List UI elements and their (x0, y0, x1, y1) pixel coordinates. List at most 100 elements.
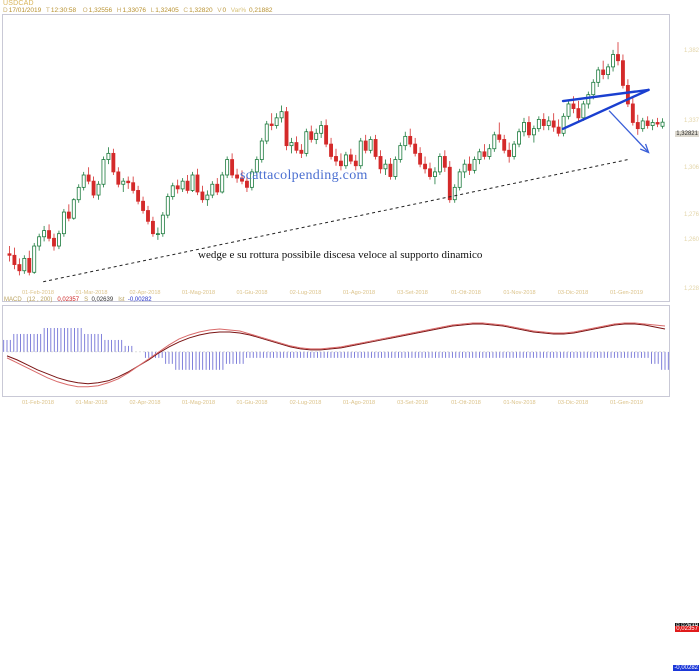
macd-params: (12 , 200) (26, 297, 53, 303)
candle-body (200, 191, 205, 201)
candle-body (581, 103, 586, 119)
macd-name: MACD (4, 297, 22, 303)
macd-value: 0,02357 (57, 297, 80, 303)
chart-header: USDCAD D17/01/2019 T12:30:58 O1,32556 H1… (0, 0, 700, 15)
candle-body (230, 159, 235, 176)
macd-hist-value-badge[interactable]: -0,00282 (673, 665, 699, 671)
date-axis-label: 01-Gen-2019 (610, 400, 643, 406)
price-axis-label: 1,382 (683, 48, 699, 55)
candle-body (274, 117, 279, 126)
candle-body (225, 159, 230, 176)
candle-body (96, 183, 101, 196)
date-axis-label: 03-Set-2018 (397, 400, 428, 406)
date-axis-label: 01-Nov-2018 (503, 400, 536, 406)
price-axis[interactable]: 1,382 1,337 1,306 1,276 1,260 1,228 1,32821 (670, 14, 700, 302)
candle-body (413, 143, 418, 154)
candle-body (477, 151, 482, 160)
candle-body (576, 108, 581, 119)
candle-body (517, 131, 521, 145)
candle-body (625, 85, 630, 105)
candle-body (121, 180, 126, 185)
wedge-upper-line (561, 88, 650, 103)
date-axis-label: 01-Mag-2018 (181, 400, 216, 406)
symbol-label: USDCAD (3, 0, 34, 7)
candle-body (611, 54, 615, 68)
candle-body (566, 103, 571, 117)
close-label: C (183, 7, 189, 14)
candle-body (235, 174, 239, 179)
candle-body (71, 199, 76, 219)
candle-body (403, 135, 408, 147)
var-label: Var% (230, 7, 247, 14)
date-axis-label: 02-Lug-2018 (289, 290, 322, 296)
candle-body (146, 210, 150, 222)
candle-body (423, 163, 427, 170)
date-axis-label: 02-Apr-2018 (129, 290, 161, 296)
candle-body (437, 156, 442, 173)
price-axis-label: 1,337 (683, 117, 699, 124)
candle-body (141, 200, 145, 211)
date-axis-label: 01-Feb-2018 (21, 290, 55, 296)
date-axis-label: 01-Giu-2018 (236, 400, 268, 406)
price-axis-label: 1,260 (683, 236, 699, 243)
candle-body (91, 180, 96, 196)
analysis-note: wedge e su rottura possibile discesa vel… (198, 249, 483, 261)
candle-body (47, 230, 51, 239)
candle-body (393, 159, 398, 177)
date-label: D (3, 7, 8, 14)
current-price-label[interactable]: 1,32821 (675, 131, 699, 138)
macd-legend: MACD (12 , 200) 0,02357 S 0,02639 Ist -0… (4, 297, 152, 303)
candle-body (66, 211, 71, 219)
candle-body (378, 156, 383, 170)
candle-body (136, 190, 141, 202)
date-axis-label: 01-Ott-2018 (451, 400, 481, 406)
candle-body (210, 183, 215, 196)
watermark: scattacolpending.com (240, 168, 368, 183)
candle-body (81, 174, 86, 188)
candle-body (512, 143, 517, 157)
candle-body (339, 160, 343, 167)
candle-body (116, 171, 121, 185)
candle-body (571, 103, 576, 109)
candle-body (319, 125, 324, 134)
macd-axis[interactable]: 0,026390,02357-0,00282 (670, 305, 700, 671)
candle-body (160, 214, 165, 235)
candle-body (185, 180, 190, 191)
candle-body (175, 185, 180, 190)
candle-body (363, 140, 368, 151)
macd-line-signal (6, 322, 666, 388)
volume-label: V (217, 7, 222, 14)
macd-line-macd (6, 323, 666, 385)
candle-body (596, 69, 601, 83)
candle-body (640, 120, 645, 130)
candle-body (546, 120, 551, 126)
candle-body (353, 160, 358, 167)
wedge-lower-line (561, 88, 650, 131)
candle-body (101, 159, 106, 185)
high-label: H (116, 7, 122, 14)
date-axis-label: 01-Mar-2018 (75, 400, 108, 406)
candle-body (616, 54, 620, 62)
candle-body (368, 139, 373, 151)
low-label: L (150, 7, 155, 14)
candle-body (398, 145, 403, 160)
candle-body (245, 180, 249, 188)
candle-body (215, 183, 220, 193)
macd-panel[interactable] (2, 305, 670, 397)
candle-body (482, 151, 487, 157)
candle-body (195, 174, 200, 193)
candle-body (126, 180, 131, 184)
candle-body (269, 123, 274, 126)
macd-value-badge[interactable]: 0,02357 (675, 626, 699, 633)
candle-body (27, 257, 32, 273)
candle-body (660, 121, 665, 127)
candle-body (418, 152, 423, 165)
high-value: 1,33076 (122, 7, 146, 14)
candle-body (388, 163, 393, 177)
price-chart-panel[interactable] (2, 14, 670, 302)
candle-body (180, 180, 185, 190)
candle-body (190, 174, 195, 191)
candle-body (655, 122, 660, 125)
breakout-arrow-shaft (608, 110, 650, 153)
candle-body (57, 233, 61, 247)
